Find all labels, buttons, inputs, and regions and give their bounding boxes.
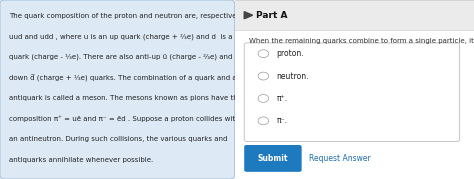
Bar	[235, 0, 474, 30]
Text: uud and udd , where u is an up quark (charge + ⅔e) and d  is a down: uud and udd , where u is an up quark (ch…	[9, 33, 254, 40]
Text: antiquark is called a meson. The mesons known as pions have the: antiquark is called a meson. The mesons …	[9, 95, 242, 101]
Text: neutron.: neutron.	[276, 72, 309, 81]
FancyBboxPatch shape	[244, 145, 301, 172]
Text: Submit: Submit	[258, 154, 288, 163]
Text: composition π⁺ = uē and π⁻ = ēd . Suppose a proton collides with: composition π⁺ = uē and π⁻ = ēd . Suppos…	[9, 115, 240, 122]
Text: an antineutron. During such collisions, the various quarks and: an antineutron. During such collisions, …	[9, 136, 228, 142]
Text: antiquarks annihilate whenever possible.: antiquarks annihilate whenever possible.	[9, 157, 154, 163]
Text: quark (charge - ⅓e). There are also anti-up ū (charge - ⅔e) and anti-: quark (charge - ⅓e). There are also anti…	[9, 54, 251, 60]
Text: π⁺.: π⁺.	[276, 94, 288, 103]
Text: Request Answer: Request Answer	[309, 154, 371, 163]
Text: π⁻.: π⁻.	[276, 116, 288, 125]
Text: The quark composition of the proton and neutron are, respectively,: The quark composition of the proton and …	[9, 13, 245, 19]
FancyBboxPatch shape	[0, 0, 235, 179]
Polygon shape	[244, 12, 253, 19]
Text: When the remaining quarks combine to form a single particle, it is a: When the remaining quarks combine to for…	[249, 38, 474, 44]
Text: down d̅ (charge + ⅓e) quarks. The combination of a quark and an: down d̅ (charge + ⅓e) quarks. The combin…	[9, 74, 242, 82]
FancyBboxPatch shape	[244, 43, 460, 141]
Text: Part A: Part A	[256, 11, 288, 20]
Text: proton.: proton.	[276, 49, 304, 58]
